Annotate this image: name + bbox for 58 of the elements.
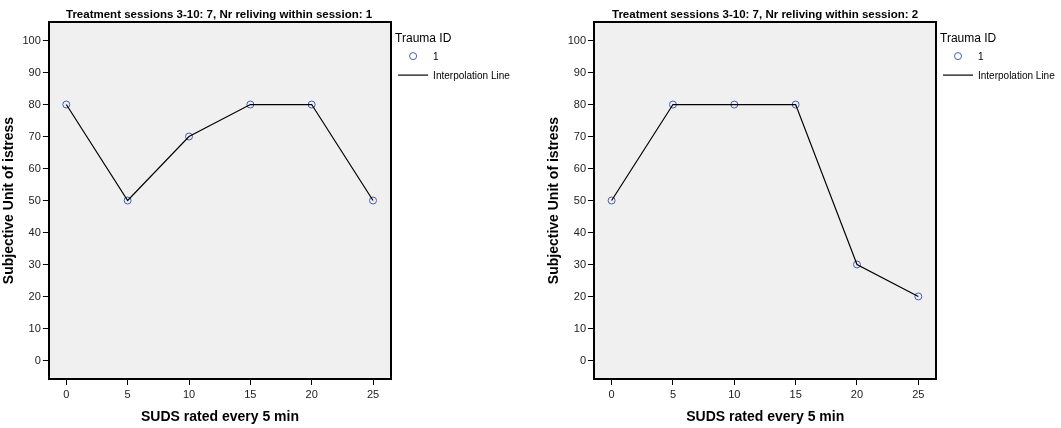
point	[369, 196, 378, 205]
y-tick-label: 90	[573, 66, 587, 79]
point	[914, 292, 923, 301]
y-tick-label: 30	[573, 258, 587, 271]
y-tick-label: 10	[573, 322, 587, 335]
x-tick-label: 0	[63, 387, 70, 400]
x-tick-label: 5	[669, 387, 677, 400]
x-tick-label: 10	[728, 387, 741, 400]
chart-title: Treatment sessions 3-10: 7, Nr reliving within session: 1	[66, 8, 373, 20]
chart-title: Treatment sessions 3-10: 7, Nr reliving within session: 2	[612, 8, 919, 20]
x-axis-title: SUDS rated every 5 min	[686, 407, 845, 424]
y-tick-label: 50	[28, 194, 41, 207]
y-tick-label: 0	[579, 354, 587, 367]
y-tick-label: 100	[22, 34, 41, 47]
x-tick-label: 25	[366, 387, 380, 400]
y-tick-label: 80	[573, 98, 587, 111]
y-tick-label: 60	[28, 162, 41, 175]
y-tick-label: 40	[28, 226, 41, 239]
x-tick-label: 20	[305, 387, 318, 400]
point	[62, 100, 71, 109]
x-tick-label: 15	[789, 387, 802, 400]
y-tick-label: 60	[573, 162, 587, 175]
x-tick-label: 5	[124, 387, 131, 400]
y-tick-label: 20	[573, 290, 587, 303]
point	[607, 196, 616, 205]
x-axis-title: SUDS rated every 5 min	[140, 407, 299, 424]
x-tick-label: 20	[850, 387, 864, 400]
point	[852, 260, 861, 269]
y-tick-label: 50	[573, 194, 587, 207]
y-tick-label: 90	[28, 66, 41, 79]
x-tick-label: 15	[244, 387, 257, 400]
point	[246, 100, 255, 109]
y-tick-label: 40	[573, 226, 587, 239]
legend-label: 1	[433, 51, 440, 62]
point	[123, 196, 132, 205]
x-tick-label: 10	[182, 387, 196, 400]
point	[185, 132, 193, 141]
y-tick-label: 70	[28, 130, 41, 143]
y-axis-title: Subjective Unit of istress	[544, 116, 561, 285]
y-tick-label: 30	[28, 258, 41, 271]
point	[668, 100, 677, 109]
x-tick-label: 0	[608, 387, 615, 400]
y-tick-label: 70	[573, 130, 587, 143]
y-axis-title: Subjective Unit of istress	[0, 116, 16, 285]
y-tick-label: 20	[28, 290, 41, 303]
point	[791, 100, 800, 109]
point	[307, 100, 316, 109]
y-tick-label: 0	[34, 354, 41, 367]
x-tick-label: 25	[912, 387, 925, 400]
legend-label: Interpolation Line	[433, 70, 511, 81]
point	[730, 100, 739, 109]
legend-title: Trauma ID	[395, 30, 452, 45]
y-tick-label: 100	[567, 34, 587, 47]
legend-label: 1	[978, 51, 984, 62]
legend-label: Interpolation Line	[978, 70, 1056, 81]
legend-title: Trauma ID	[940, 30, 997, 45]
y-tick-label: 10	[28, 322, 41, 335]
y-tick-label: 80	[28, 98, 41, 111]
